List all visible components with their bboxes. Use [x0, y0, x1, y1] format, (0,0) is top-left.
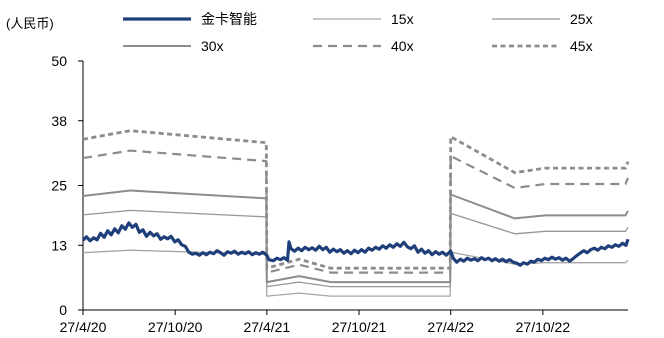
legend-label: 15x [391, 11, 414, 27]
series-layer [81, 129, 630, 297]
x-tick-label: 27/10/21 [332, 319, 387, 335]
legend-label: 45x [570, 38, 593, 54]
series-line-30x [82, 189, 629, 284]
legend-label: 25x [570, 11, 593, 27]
y-tick-label: 50 [51, 53, 67, 69]
series-line-40x [82, 149, 630, 274]
y-tick-label: 25 [51, 178, 67, 194]
unit-label: (人民币) [6, 16, 54, 31]
y-axis: 0 13 25 38 50 [51, 53, 84, 318]
x-axis: 27/4/20 27/10/20 27/4/21 27/10/21 27/4/22 27/… [60, 309, 628, 335]
series-line-金卡智能 [81, 221, 630, 267]
y-tick-label: 13 [51, 237, 67, 253]
x-tick-label: 27/4/21 [243, 319, 290, 335]
legend-label: 30x [201, 38, 224, 54]
y-tick-label: 38 [51, 113, 67, 129]
x-tick-label: 27/4/20 [60, 319, 107, 335]
x-tick-label: 27/10/22 [516, 319, 571, 335]
legend-label: 40x [391, 38, 414, 54]
x-tick-label: 27/10/20 [148, 319, 203, 335]
x-tick-label: 27/4/22 [427, 319, 474, 335]
y-tick-label: 0 [59, 302, 67, 318]
series-line-25x [82, 209, 629, 288]
series-line-45x [82, 129, 630, 270]
legend: 金卡智能 15x 25x 30x 40x 45x [123, 11, 593, 54]
legend-label: 金卡智能 [201, 11, 257, 27]
